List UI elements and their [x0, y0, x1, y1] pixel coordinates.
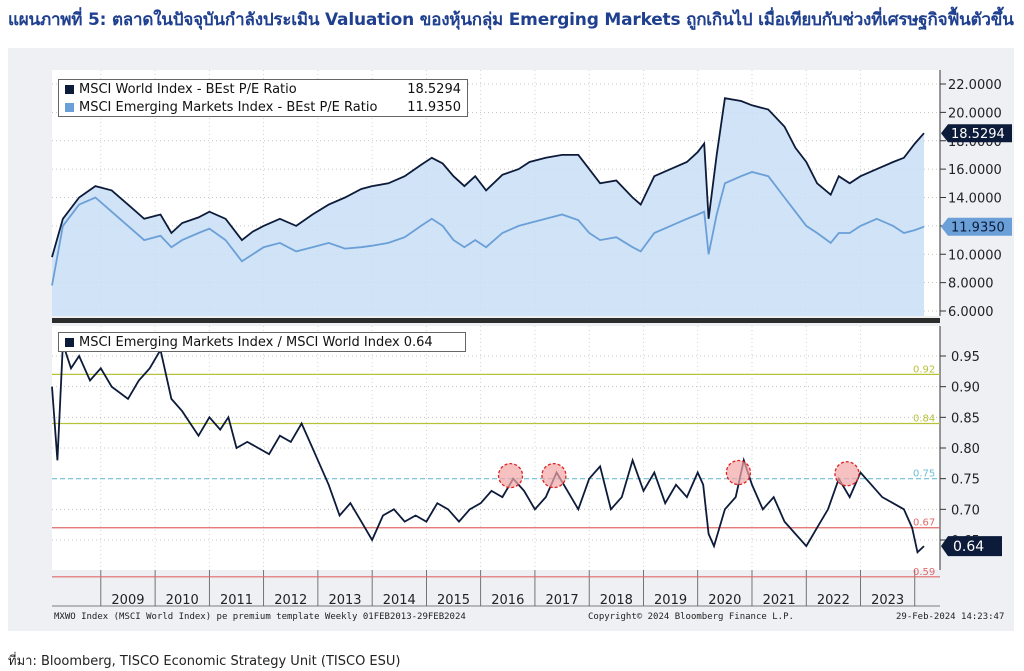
legend-swatch-world [65, 84, 74, 94]
legend-value-ratio: 0.64 [403, 334, 433, 350]
legend-label-ratio: MSCI Emerging Markets Index / MSCI World… [79, 334, 400, 350]
footer-copyright: Copyright© 2024 Bloomberg Finance L.P. [588, 612, 794, 622]
legend-value-em: 11.9350 [407, 99, 461, 115]
legend-value-world: 18.5294 [407, 81, 461, 97]
ratio-panel [52, 326, 940, 570]
source-note: ที่มา: Bloomberg, TISCO Economic Strateg… [8, 654, 401, 669]
page-title: แผนภาพที่ 5: ตลาดในปัจจุบันกำลังประเมิน … [8, 10, 1014, 30]
ratio-legend: MSCI Emerging Markets Index / MSCI World… [58, 332, 466, 352]
legend-swatch-ratio [65, 337, 74, 347]
legend-item-ratio: MSCI Emerging Markets Index / MSCI World… [59, 333, 465, 351]
legend-label-em: MSCI Emerging Markets Index - BEst P/E R… [79, 99, 378, 115]
footer-timestamp: 29-Feb-2024 14:23:47 [896, 612, 1005, 622]
panel-separator [52, 318, 940, 323]
footer-template-note: MXWO Index (MSCI World Index) pe premium… [54, 612, 466, 622]
legend-item-em: MSCI Emerging Markets Index - BEst P/E R… [59, 98, 467, 116]
legend-label-world: MSCI World Index - BEst P/E Ratio [79, 81, 297, 97]
legend-swatch-em [65, 102, 74, 112]
legend-item-world: MSCI World Index - BEst P/E Ratio 18.529… [59, 80, 467, 98]
pe-legend: MSCI World Index - BEst P/E Ratio 18.529… [58, 79, 468, 117]
